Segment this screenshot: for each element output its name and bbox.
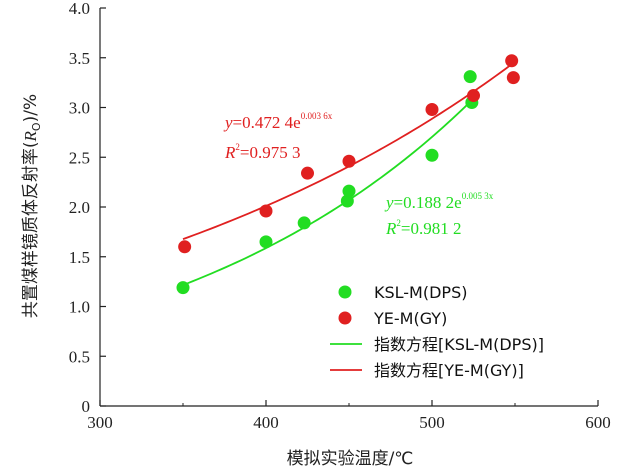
y-axis-title: 共置煤样镜质体反射率(RO)/% <box>21 94 43 318</box>
y-tick-label: 2.0 <box>69 198 90 217</box>
r2-ksl: R2=0.981 2 <box>385 218 461 238</box>
x-axis-title: 模拟实验温度/℃ <box>287 449 414 469</box>
x-tick-label: 500 <box>419 413 445 432</box>
legend-label: KSL-M(DPS) <box>374 283 467 302</box>
data-point <box>176 281 190 295</box>
data-point <box>259 204 273 218</box>
x-tick-label: 400 <box>253 413 279 432</box>
r2-value: =0.975 3 <box>240 143 301 162</box>
legend-marker <box>338 311 352 325</box>
eq-exponent: 0.003 6x <box>301 111 333 121</box>
data-point <box>297 216 311 230</box>
r2-value: =0.981 2 <box>401 219 462 238</box>
eq-variable: y <box>384 193 394 212</box>
data-point <box>463 70 477 84</box>
r2-variable: R <box>385 219 397 238</box>
axes: 300 400 500 600 0 0.5 1.0 1.5 2.0 2.5 3.0 3.5 4.0 <box>69 0 611 432</box>
r2-ye: R2=0.975 3 <box>224 142 300 162</box>
r2-variable: R <box>224 143 236 162</box>
y-tick-label: 3.0 <box>69 99 90 118</box>
data-point <box>506 71 520 85</box>
fit-line <box>182 99 473 286</box>
r2-exponent: 2 <box>396 218 401 228</box>
equation-ksl: y=0.188 2e0.005 3x <box>384 191 494 212</box>
legend-label: 指数方程[KSL-M(DPS)] <box>374 335 544 354</box>
data-point <box>505 54 519 68</box>
y-tick-label: 4.0 <box>69 0 90 18</box>
r2-exponent: 2 <box>235 142 240 152</box>
data-point <box>425 102 439 116</box>
data-point <box>340 194 354 208</box>
ylabel-symbol: R <box>21 130 40 142</box>
eq-body: =0.188 2e <box>394 193 462 212</box>
equation-ye: y=0.472 4e0.003 6x <box>223 111 333 132</box>
legend-label: 指数方程[YE-M(GY)] <box>374 361 524 380</box>
data-point <box>425 148 439 162</box>
y-tick-label: 1.5 <box>69 248 90 267</box>
legend-label: YE-M(GY) <box>373 309 447 328</box>
ylabel-subscript: O <box>30 122 43 131</box>
data-points <box>176 54 520 295</box>
y-tick-label: 0 <box>82 397 91 416</box>
fit-lines <box>182 63 513 286</box>
eq-exponent: 0.005 3x <box>462 191 494 201</box>
data-point <box>178 240 192 254</box>
legend: KSL-M(DPS) YE-M(GY) 指数方程[KSL-M(DPS)] 指数方程[Y… <box>330 283 544 380</box>
x-tick-label: 600 <box>585 413 611 432</box>
data-point <box>467 89 480 103</box>
ylabel-part: 共置煤样镜质体反射率( <box>21 141 41 318</box>
y-tick-label: 3.5 <box>69 49 90 68</box>
legend-marker <box>338 285 352 299</box>
eq-body: =0.472 4e <box>233 113 301 132</box>
x-tick-label: 300 <box>87 413 113 432</box>
data-point <box>259 235 273 249</box>
data-point <box>342 184 356 198</box>
data-point <box>301 166 314 180</box>
y-tick-label: 0.5 <box>69 347 90 366</box>
y-tick-label: 2.5 <box>69 148 90 167</box>
y-tick-label: 1.0 <box>69 298 90 317</box>
ylabel-part: )/% <box>21 94 41 123</box>
data-point <box>342 154 356 168</box>
eq-variable: y <box>223 113 233 132</box>
